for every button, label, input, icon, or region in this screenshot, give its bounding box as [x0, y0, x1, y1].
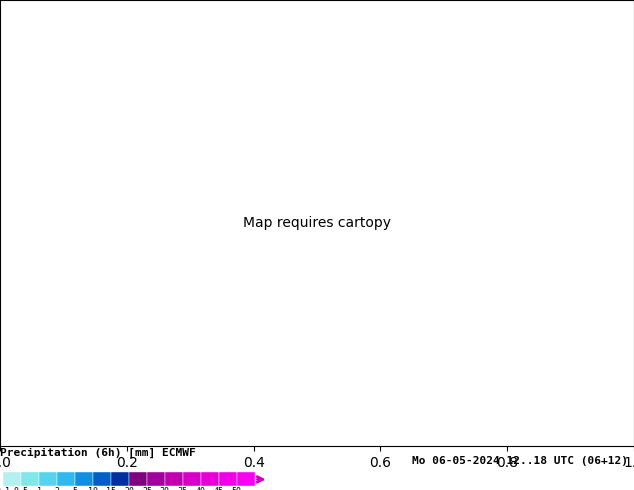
Text: 5: 5 [73, 488, 78, 490]
Bar [4, 472, 22, 487]
Text: 10: 10 [88, 488, 98, 490]
Bar [183, 472, 201, 487]
Text: Map requires cartopy: Map requires cartopy [243, 216, 391, 230]
Bar [93, 472, 111, 487]
Text: 30: 30 [160, 488, 170, 490]
Bar [201, 472, 219, 487]
Bar [129, 472, 147, 487]
Text: 1: 1 [37, 488, 42, 490]
Text: 0.1: 0.1 [0, 488, 11, 490]
Text: Mo 06-05-2024 12..18 UTC (06+12): Mo 06-05-2024 12..18 UTC (06+12) [412, 456, 628, 466]
Text: 20: 20 [124, 488, 134, 490]
Bar [165, 472, 183, 487]
Text: 15: 15 [106, 488, 116, 490]
Bar [22, 472, 39, 487]
Bar [219, 472, 236, 487]
Bar [111, 472, 129, 487]
Bar [39, 472, 57, 487]
Bar [236, 472, 255, 487]
Bar [75, 472, 93, 487]
Text: 2: 2 [55, 488, 60, 490]
Text: 0.5: 0.5 [14, 488, 29, 490]
Text: 35: 35 [178, 488, 188, 490]
Text: 40: 40 [196, 488, 206, 490]
Text: 25: 25 [142, 488, 152, 490]
Text: Precipitation (6h) [mm] ECMWF: Precipitation (6h) [mm] ECMWF [0, 448, 196, 458]
Text: 50: 50 [231, 488, 242, 490]
Text: 45: 45 [214, 488, 224, 490]
Bar [57, 472, 75, 487]
Bar [147, 472, 165, 487]
